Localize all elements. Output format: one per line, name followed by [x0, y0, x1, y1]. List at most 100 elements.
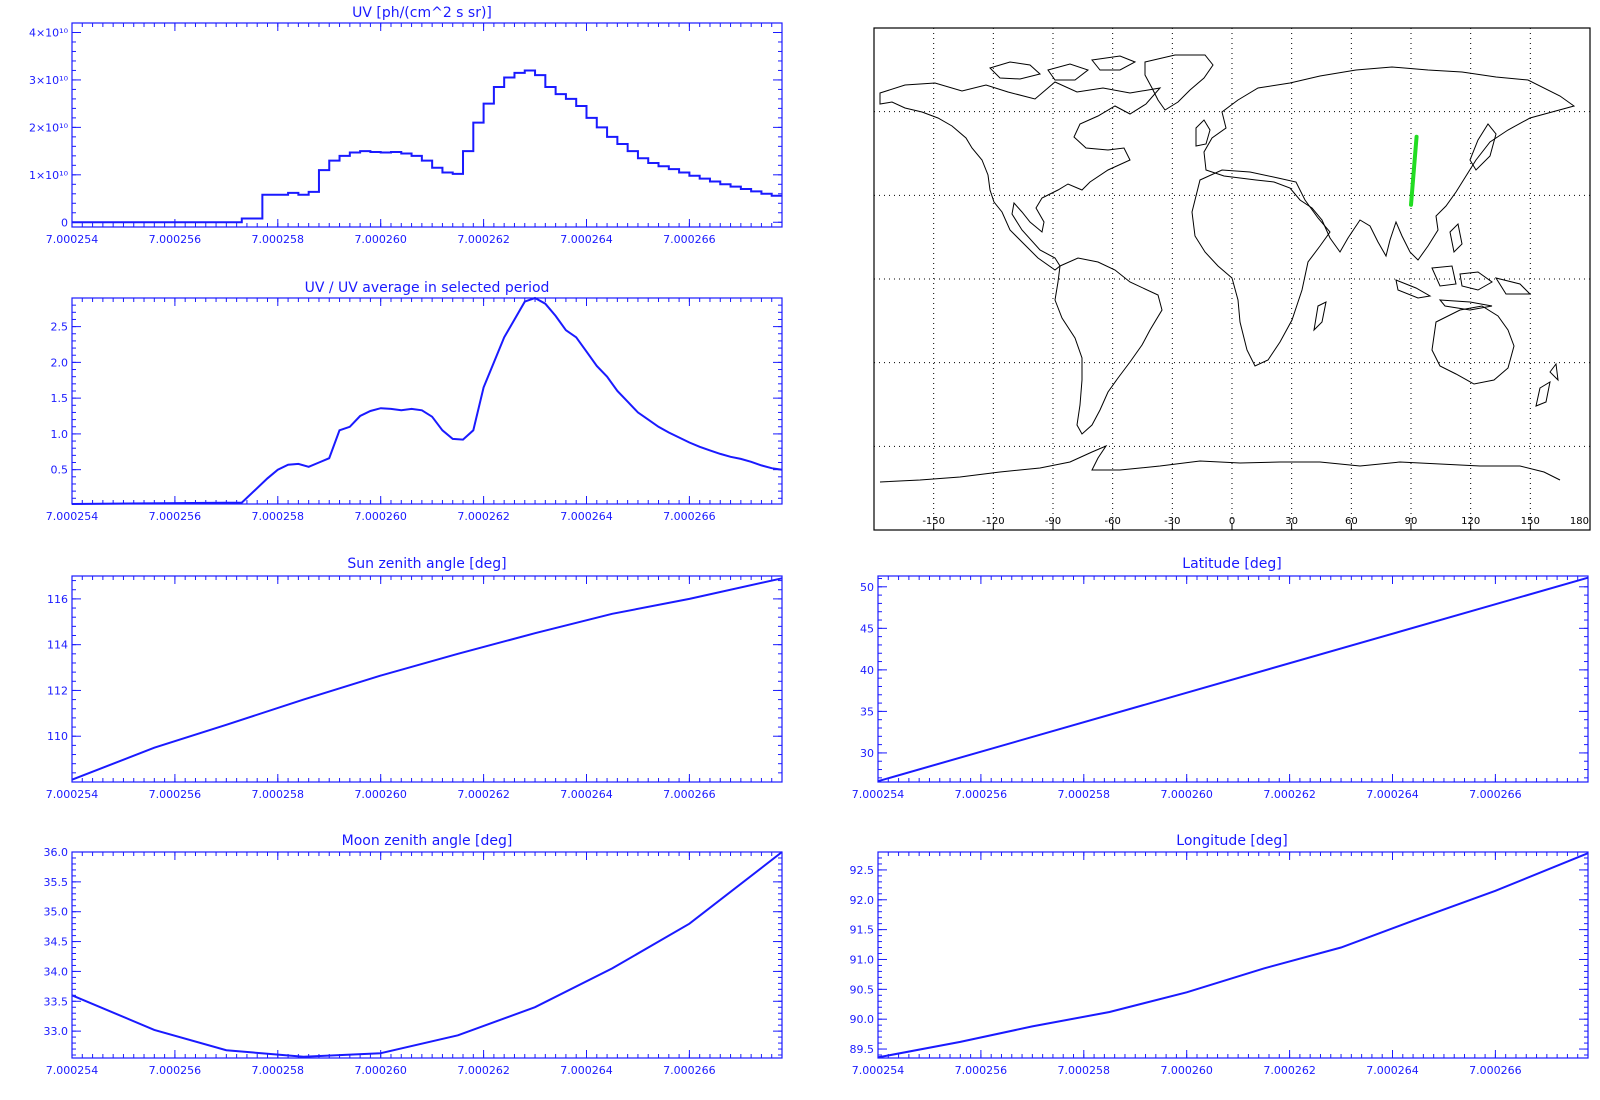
coast-japan — [1469, 123, 1497, 171]
map-tick-label: -90 — [1045, 516, 1061, 527]
y-tick-label: 0.5 — [51, 464, 69, 477]
x-tick-label: 7.000256 — [149, 788, 202, 801]
moon-zenith-ticks: 7.000254 7.000256 7.000258 7.000260 7.000262… — [44, 846, 783, 1077]
x-tick-label: 7.000260 — [354, 1064, 407, 1077]
y-tick-label: 2.5 — [51, 321, 69, 334]
x-tick-label: 7.000258 — [252, 788, 305, 801]
uv-ratio-title: UV / UV average in selected period — [305, 280, 550, 296]
x-tick-label: 7.000254 — [46, 788, 99, 801]
uv-title: UV [ph/(cm^2 s sr)] — [352, 5, 492, 21]
y-tick-label: 3×10¹⁰ — [29, 74, 69, 87]
x-tick-label: 7.000256 — [955, 1064, 1008, 1077]
x-tick-label: 7.000260 — [354, 233, 407, 246]
sun-zenith-title: Sun zenith angle [deg] — [347, 556, 506, 572]
y-tick-label: 92.5 — [850, 864, 875, 877]
sun-zenith-ticks: 7.000254 7.000256 7.000258 7.000260 7.000262… — [46, 576, 783, 801]
x-tick-label: 7.000266 — [1469, 788, 1522, 801]
x-tick-label: 7.000262 — [1263, 788, 1316, 801]
y-tick-label: 2×10¹⁰ — [29, 121, 69, 134]
longitude-plot-frame — [877, 851, 1589, 1059]
moon-zenith-series-line — [71, 851, 783, 1058]
coast-madagascar — [1313, 301, 1327, 332]
x-tick-label: 7.000256 — [955, 788, 1008, 801]
latitude-series-line — [877, 576, 1589, 783]
y-tick-label: 4×10¹⁰ — [29, 26, 69, 39]
y-tick-label: 34.0 — [44, 965, 69, 978]
x-tick-label: 7.000262 — [457, 788, 510, 801]
x-tick-label: 7.000264 — [560, 788, 613, 801]
y-tick-label: 45 — [860, 622, 874, 635]
x-tick-label: 7.000254 — [852, 1064, 905, 1077]
x-tick-label: 7.000260 — [1160, 1064, 1213, 1077]
x-tick-label: 7.000266 — [1469, 1064, 1522, 1077]
y-tick-label: 114 — [47, 639, 68, 652]
y-tick-label: 91.0 — [850, 953, 875, 966]
y-tick-label: 35.5 — [44, 876, 69, 889]
y-tick-label: 33.0 — [44, 1025, 69, 1038]
x-tick-label: 7.000266 — [663, 788, 716, 801]
x-tick-label: 7.000262 — [457, 233, 510, 246]
sun-zenith-plot-frame — [71, 575, 783, 783]
coast-new-zealand — [1535, 362, 1559, 407]
x-tick-label: 7.000256 — [149, 233, 202, 246]
y-tick-label: 0 — [61, 216, 68, 229]
x-tick-label: 7.000254 — [46, 1064, 99, 1077]
y-tick-label: 91.5 — [850, 924, 875, 937]
x-tick-label: 7.000264 — [1366, 1064, 1419, 1077]
latitude-plot-frame — [877, 575, 1589, 783]
y-tick-label: 34.5 — [44, 936, 69, 949]
y-tick-label: 89.5 — [850, 1043, 875, 1056]
longitude-panel: Longitude [deg] 7.000254 7.000256 7.000258… — [850, 833, 1589, 1077]
x-tick-label: 7.000258 — [252, 510, 305, 523]
x-tick-label: 7.000260 — [1160, 788, 1213, 801]
uv-ratio-panel: UV / UV average in selected period 7.000… — [46, 280, 783, 523]
moon-zenith-plot-frame — [71, 851, 783, 1059]
longitude-ticks: 7.000254 7.000256 7.000258 7.000260 7.000262… — [850, 851, 1589, 1077]
longitude-series-line — [877, 852, 1589, 1059]
x-tick-label: 7.000262 — [1263, 1064, 1316, 1077]
map-longitude-ticks: -150 -120 -90 -60 -30 0 30 60 90 120 150 180 — [922, 516, 1591, 530]
coast-arctic-islands — [989, 55, 1137, 81]
y-tick-label: 36.0 — [44, 846, 69, 859]
y-tick-label: 112 — [47, 684, 68, 697]
map-tick-label: 90 — [1405, 516, 1418, 527]
x-tick-label: 7.000266 — [663, 510, 716, 523]
map-tick-label: 120 — [1461, 516, 1480, 527]
uv-ratio-series-line — [71, 296, 783, 505]
x-tick-label: 7.000254 — [46, 233, 99, 246]
y-tick-label: 1.0 — [51, 428, 69, 441]
longitude-title: Longitude [deg] — [1176, 833, 1287, 849]
coast-africa — [1191, 169, 1331, 367]
map-tick-label: 150 — [1521, 516, 1540, 527]
y-tick-label: 90.0 — [850, 1013, 875, 1026]
map-tick-label: -120 — [982, 516, 1005, 527]
coast-north-america — [879, 81, 1162, 271]
y-tick-label: 33.5 — [44, 995, 69, 1008]
y-tick-label: 1.5 — [51, 392, 69, 405]
orbit-track-line — [1409, 134, 1419, 207]
map-tick-label: -30 — [1164, 516, 1180, 527]
y-tick-label: 35.0 — [44, 906, 69, 919]
sun-zenith-series-line — [71, 577, 783, 781]
coast-australia — [1431, 305, 1515, 385]
uv-ticks: 7.000254 7.000256 7.000258 7.000260 7.000262… — [29, 22, 783, 246]
uv-series-line — [72, 69, 782, 224]
y-tick-label: 50 — [860, 581, 874, 594]
latitude-ticks: 7.000254 7.000256 7.000258 7.000260 7.000262… — [852, 576, 1589, 801]
x-tick-label: 7.000266 — [663, 233, 716, 246]
x-tick-label: 7.000260 — [354, 788, 407, 801]
sun-zenith-panel: Sun zenith angle [deg] 7.000254 7.000256 7… — [46, 556, 783, 801]
x-tick-label: 7.000262 — [457, 1064, 510, 1077]
coast-philippines — [1449, 222, 1463, 254]
map-coastlines — [879, 54, 1576, 483]
coast-antarctica — [879, 444, 1561, 483]
world-map-panel: -150 -120 -90 -60 -30 0 30 60 90 120 150 180 — [873, 27, 1591, 531]
y-tick-label: 116 — [47, 593, 68, 606]
x-tick-label: 7.000254 — [46, 510, 99, 523]
x-tick-label: 7.000258 — [252, 233, 305, 246]
x-tick-label: 7.000258 — [1058, 788, 1111, 801]
coast-eurasia — [1203, 66, 1576, 261]
x-tick-label: 7.000256 — [149, 1064, 202, 1077]
uv-panel: UV [ph/(cm^2 s sr)] 7.000254 7.000256 7.00… — [29, 5, 783, 246]
